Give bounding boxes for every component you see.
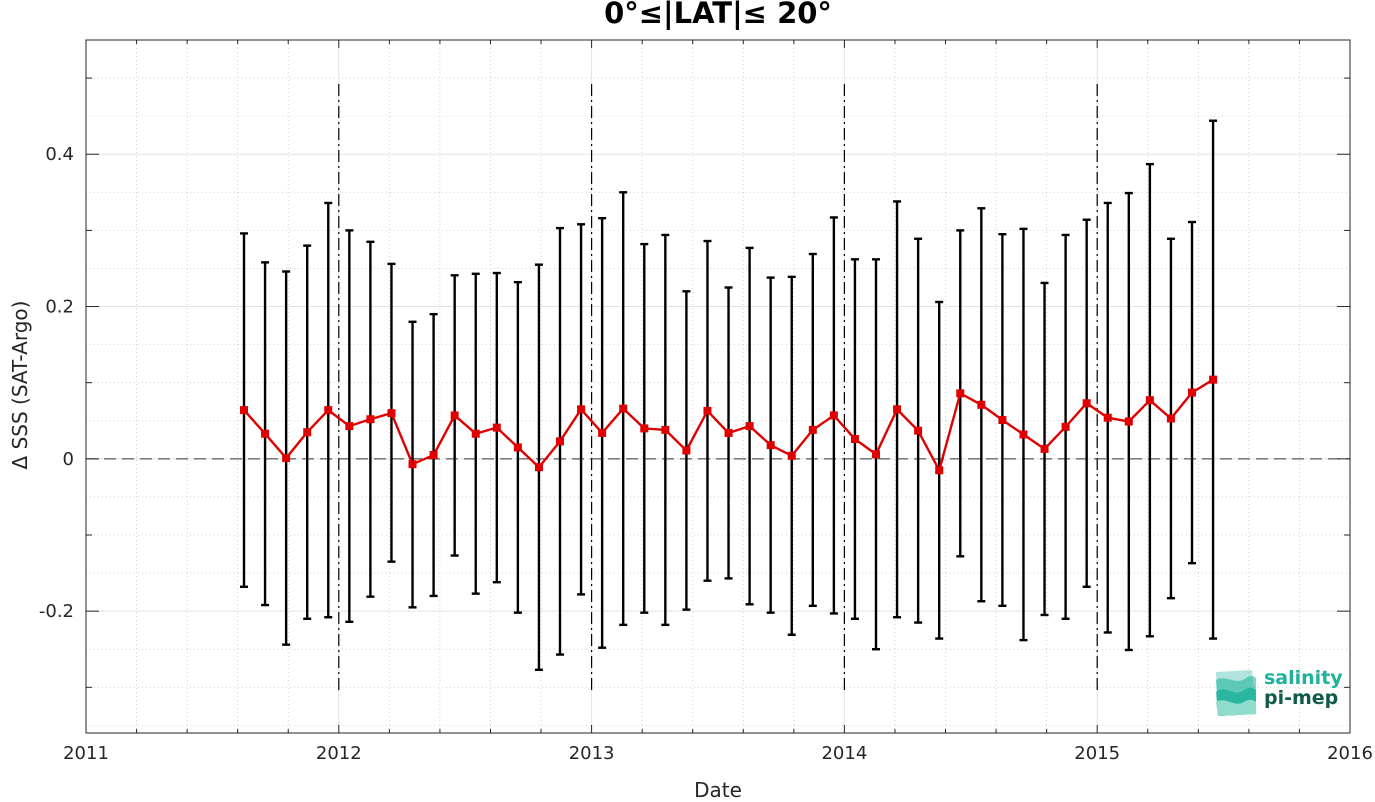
data-point-marker — [471, 429, 480, 438]
data-point-marker — [703, 406, 712, 415]
data-point-marker — [724, 428, 733, 437]
data-point-marker — [577, 405, 586, 414]
data-point-marker — [387, 409, 396, 418]
logo-text-salinity: salinity — [1264, 667, 1343, 689]
x-tick-label: 2015 — [1074, 743, 1120, 764]
axes-box — [85, 39, 1351, 734]
data-point-marker — [303, 428, 312, 437]
x-tick-label: 2011 — [63, 743, 109, 764]
salinity-pi-mep-logo: salinity pi-mep — [1212, 668, 1352, 720]
data-point-marker — [745, 422, 754, 431]
data-point-marker — [492, 423, 501, 432]
data-point-marker — [872, 450, 880, 459]
x-tick-label: 2013 — [569, 743, 615, 764]
data-point-marker — [1145, 396, 1154, 405]
data-point-marker — [408, 460, 417, 469]
data-point-marker — [914, 426, 923, 435]
plot-area — [86, 40, 1350, 733]
data-point-marker — [977, 400, 986, 409]
data-point-marker — [1188, 388, 1196, 397]
x-tick-label: 2012 — [316, 743, 362, 764]
data-point-marker — [808, 425, 817, 434]
y-tick-label: -0.2 — [39, 601, 74, 622]
data-point-marker — [261, 429, 270, 438]
data-point-marker — [1019, 430, 1028, 439]
data-point-marker — [1082, 399, 1091, 408]
y-axis-label: Δ SSS (SAT-Argo) — [8, 300, 32, 470]
x-tick-label: 2014 — [821, 743, 867, 764]
data-point-marker — [956, 389, 965, 398]
data-point-marker — [850, 435, 859, 444]
data-point-marker — [282, 454, 291, 463]
data-point-marker — [1061, 422, 1070, 431]
data-point-marker — [998, 416, 1007, 425]
data-point-marker — [324, 406, 333, 415]
wave-logo-icon — [1216, 670, 1256, 716]
data-point-marker — [1124, 417, 1133, 426]
data-point-marker — [619, 404, 628, 413]
data-point-marker — [640, 424, 649, 433]
data-point-marker — [345, 422, 354, 431]
data-point-marker — [682, 446, 691, 455]
data-point-marker — [513, 443, 522, 452]
y-tick-label: 0 — [63, 449, 74, 470]
data-point-marker — [556, 437, 564, 446]
data-point-marker — [1166, 414, 1175, 423]
data-point-marker — [429, 451, 438, 460]
data-point-marker — [766, 441, 775, 450]
data-point-marker — [829, 411, 838, 420]
data-point-marker — [240, 406, 248, 415]
data-point-marker — [893, 405, 902, 414]
data-point-marker — [1103, 413, 1112, 422]
y-tick-label: 0.2 — [45, 297, 74, 318]
logo-text-pi-mep: pi-mep — [1264, 687, 1339, 709]
data-point-marker — [661, 425, 670, 434]
data-point-marker — [1040, 444, 1049, 453]
y-tick-label: 0.4 — [45, 144, 74, 165]
data-point-marker — [787, 451, 796, 460]
x-tick-label: 2016 — [1327, 743, 1373, 764]
data-point-marker — [450, 411, 459, 420]
data-point-marker — [598, 428, 607, 437]
data-point-marker — [935, 466, 944, 475]
data-point-marker — [366, 415, 375, 424]
x-axis-label: Date — [694, 778, 742, 802]
chart-title: 0°≤|LAT|≤ 20° — [604, 0, 832, 30]
data-point-marker — [534, 463, 543, 472]
data-point-marker — [1209, 375, 1218, 384]
